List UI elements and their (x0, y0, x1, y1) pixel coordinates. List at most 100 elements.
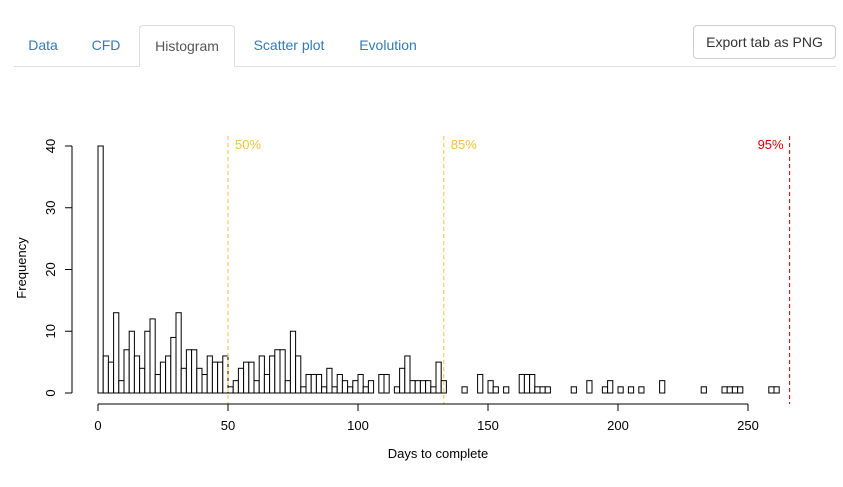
histogram-bar (435, 361, 442, 394)
tab-cfd[interactable]: CFD (91, 37, 121, 53)
histogram-bar (347, 386, 354, 394)
histogram-bar (601, 386, 609, 394)
histogram-bar (492, 386, 499, 394)
y-tick-label: 10 (43, 324, 58, 338)
histogram-bar (461, 386, 468, 394)
histogram-bar (102, 355, 109, 394)
histogram-bar (206, 355, 213, 394)
histogram-bar (295, 355, 302, 394)
histogram-bar (248, 361, 255, 394)
histogram-bars (97, 145, 780, 394)
histogram-bar (409, 380, 416, 394)
histogram-bar (768, 386, 775, 394)
histogram-bar (222, 355, 229, 394)
histogram-bar (274, 349, 281, 394)
x-tick-label: 50 (221, 418, 235, 433)
tab-bar: Data CFD Histogram Scatter plot Evolutio… (14, 25, 836, 67)
histogram-bar (659, 380, 666, 394)
histogram-bar (284, 380, 291, 394)
y-tick-label: 0 (43, 389, 58, 396)
histogram-bar (269, 355, 276, 394)
histogram-bar (404, 355, 411, 394)
histogram-bar (97, 145, 104, 394)
histogram-bar (326, 367, 333, 394)
histogram-bar (529, 373, 536, 394)
export-png-button[interactable]: Export tab as PNG (693, 25, 836, 59)
x-tick-label: 250 (737, 418, 759, 433)
histogram-bar (378, 373, 385, 394)
histogram-bar (289, 330, 297, 394)
histogram-bar (518, 373, 525, 394)
histogram-bar (227, 386, 234, 394)
x-tick-label: 0 (94, 418, 101, 433)
histogram-bar (419, 380, 427, 394)
histogram-bar (211, 361, 219, 394)
histogram-bar (544, 386, 551, 394)
histogram-bar (123, 349, 130, 394)
percentile-label: 95% (758, 137, 784, 152)
histogram-bar (113, 312, 120, 394)
histogram-bar (638, 386, 645, 394)
histogram-bar (357, 373, 364, 394)
histogram-bar (393, 386, 401, 394)
percentile-lines: 50% 85% 95% (227, 136, 791, 404)
histogram-bar (440, 380, 447, 394)
y-tick-label: 20 (43, 262, 58, 276)
histogram-bar (180, 367, 187, 394)
histogram-bar (175, 312, 182, 394)
histogram-bar (534, 386, 541, 394)
histogram-bar (627, 386, 635, 394)
tab-evolution[interactable]: Evolution (359, 37, 417, 53)
histogram-bar (139, 367, 146, 394)
histogram-bar (523, 373, 531, 394)
histogram-bar (196, 367, 203, 394)
histogram-bar (700, 386, 707, 394)
histogram-bar (149, 318, 156, 394)
histogram-bar (399, 367, 406, 394)
histogram-bar (383, 373, 390, 394)
histogram-bar (133, 355, 141, 394)
histogram-bar (201, 373, 208, 394)
histogram-bar (336, 373, 343, 394)
histogram-bar (279, 349, 286, 394)
histogram-bar (253, 380, 260, 394)
histogram-bar (305, 373, 312, 394)
histogram-bar (617, 386, 624, 394)
histogram-bar (165, 355, 172, 394)
histogram-bar (414, 380, 421, 394)
histogram-bar (310, 373, 317, 394)
y-tick-label: 30 (43, 201, 58, 215)
x-tick-label: 100 (347, 418, 369, 433)
histogram-bar (144, 330, 151, 394)
histogram-bar (539, 386, 546, 394)
histogram-bar (570, 386, 577, 394)
chart-axes: 0 50 100 150 200 250 0 10 20 30 40 (43, 139, 759, 433)
tab-scatter-plot[interactable]: Scatter plot (253, 37, 325, 53)
histogram-bar (243, 361, 250, 394)
histogram-bar (737, 386, 744, 394)
histogram-bar (191, 349, 198, 394)
histogram-bar (425, 380, 432, 394)
histogram-bar (159, 361, 167, 394)
x-axis-label: Days to complete (388, 446, 488, 461)
histogram-bar (341, 380, 349, 394)
x-tick-label: 200 (607, 418, 629, 433)
tab-histogram[interactable]: Histogram (139, 25, 235, 67)
histogram-bar (321, 386, 328, 394)
histogram-bar (128, 330, 135, 394)
histogram-bar (362, 386, 369, 394)
histogram-bar (586, 380, 593, 394)
x-tick-label: 150 (477, 418, 499, 433)
histogram-bar (477, 373, 484, 394)
percentile-label: 85% (451, 137, 477, 152)
histogram-bar (773, 386, 780, 394)
tab-data[interactable]: Data (28, 37, 58, 53)
histogram-bar (721, 386, 728, 394)
histogram-bar (232, 380, 239, 394)
histogram-bar (726, 386, 733, 394)
histogram-bar (352, 380, 359, 394)
percentile-label: 50% (235, 137, 261, 152)
histogram-bar (217, 361, 224, 394)
